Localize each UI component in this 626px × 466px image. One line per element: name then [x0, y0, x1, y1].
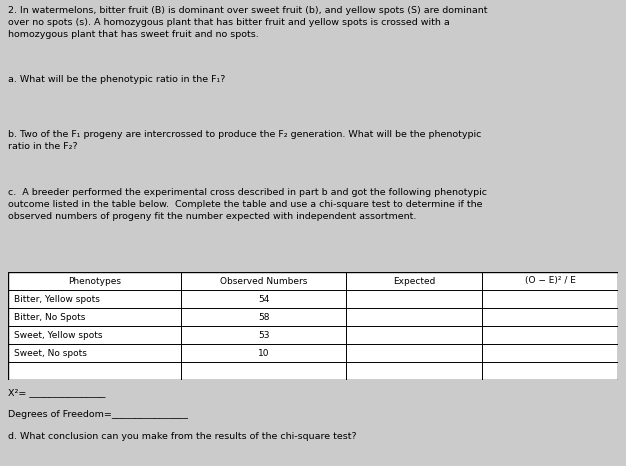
Text: Bitter, No Spots: Bitter, No Spots — [14, 313, 85, 322]
Text: 53: 53 — [258, 330, 270, 340]
Text: Degrees of Freedom=________________: Degrees of Freedom=________________ — [8, 410, 188, 419]
Text: a. What will be the phenotypic ratio in the F₁?: a. What will be the phenotypic ratio in … — [8, 75, 225, 84]
Text: Phenotypes: Phenotypes — [68, 276, 121, 286]
Text: c.  A breeder performed the experimental cross described in part b and got the f: c. A breeder performed the experimental … — [8, 188, 487, 220]
Text: Sweet, No spots: Sweet, No spots — [14, 349, 86, 357]
Text: 2. In watermelons, bitter fruit (B) is dominant over sweet fruit (b), and yellow: 2. In watermelons, bitter fruit (B) is d… — [8, 6, 488, 39]
Text: 10: 10 — [258, 349, 270, 357]
Text: Bitter, Yellow spots: Bitter, Yellow spots — [14, 295, 100, 303]
Text: 58: 58 — [258, 313, 270, 322]
Text: Observed Numbers: Observed Numbers — [220, 276, 307, 286]
Text: d. What conclusion can you make from the results of the chi-square test?: d. What conclusion can you make from the… — [8, 432, 357, 441]
Text: b. Two of the F₁ progeny are intercrossed to produce the F₂ generation. What wil: b. Two of the F₁ progeny are intercrosse… — [8, 130, 481, 151]
Text: (O − E)² / E: (O − E)² / E — [525, 276, 576, 286]
Text: Expected: Expected — [393, 276, 436, 286]
Text: 54: 54 — [258, 295, 270, 303]
Text: X²= ________________: X²= ________________ — [8, 388, 105, 397]
Text: Sweet, Yellow spots: Sweet, Yellow spots — [14, 330, 102, 340]
